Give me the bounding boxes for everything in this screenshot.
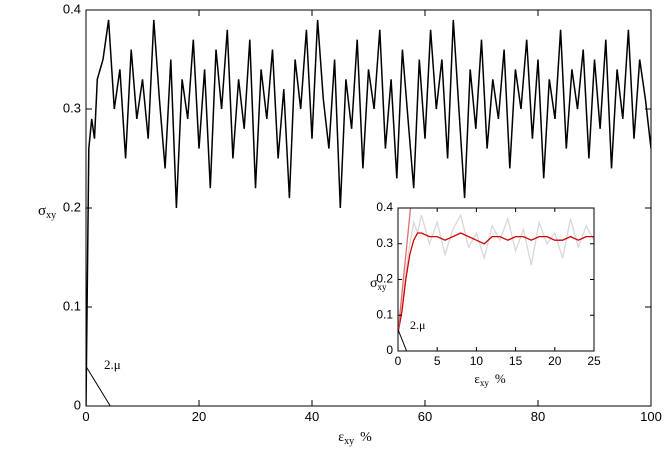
x-label-symbol: ε bbox=[474, 371, 480, 386]
x-tick-label: 80 bbox=[531, 409, 545, 424]
y-axis-label: σxy bbox=[370, 276, 387, 292]
data-line bbox=[398, 208, 412, 334]
data-line bbox=[398, 232, 594, 334]
x-tick-label: 5 bbox=[434, 354, 441, 368]
x-label-subscript: xy bbox=[480, 378, 490, 388]
y-tick-label: 0.3 bbox=[63, 100, 81, 115]
data-line bbox=[86, 19, 651, 406]
x-tick-label: 25 bbox=[587, 354, 601, 368]
x-tick-label: 40 bbox=[305, 409, 319, 424]
y-tick-label: 0.4 bbox=[63, 1, 81, 16]
y-tick-label: 0 bbox=[386, 343, 393, 357]
y-tick-label: 0.1 bbox=[63, 298, 81, 313]
x-tick-label: 15 bbox=[509, 354, 523, 368]
x-tick-label: 0 bbox=[395, 354, 402, 368]
annotation-text: 2.μ bbox=[104, 357, 121, 372]
y-tick-label: 0.2 bbox=[63, 199, 81, 214]
x-label-subscript: xy bbox=[344, 436, 354, 447]
y-tick-label: 0.4 bbox=[376, 200, 393, 214]
x-tick-label: 60 bbox=[418, 409, 432, 424]
y-tick-label: 0.3 bbox=[376, 236, 393, 250]
y-axis-label: σxy bbox=[38, 203, 56, 221]
y-tick-label: 0 bbox=[74, 397, 81, 412]
x-tick-label: 0 bbox=[82, 409, 89, 424]
x-axis-label: εxy% bbox=[474, 371, 505, 388]
data-line bbox=[398, 213, 594, 334]
y-tick-label: 0.2 bbox=[376, 272, 393, 286]
x-tick-label: 20 bbox=[192, 409, 206, 424]
y-label-subscript: xy bbox=[46, 210, 56, 221]
annotation-line bbox=[85, 366, 111, 407]
y-label-symbol: σ bbox=[370, 276, 378, 291]
x-label-unit: % bbox=[360, 430, 372, 445]
y-label-subscript: xy bbox=[378, 282, 388, 292]
x-tick-label: 10 bbox=[470, 354, 484, 368]
inset-background bbox=[398, 208, 594, 351]
annotation-text: 2.μ bbox=[410, 318, 425, 332]
x-tick-label: 100 bbox=[640, 409, 662, 424]
x-label-unit: % bbox=[495, 371, 506, 386]
y-label-symbol: σ bbox=[38, 203, 46, 219]
y-tick-label: 0.1 bbox=[376, 307, 393, 321]
x-label-symbol: ε bbox=[338, 430, 344, 445]
x-axis-label: εxy% bbox=[338, 430, 372, 447]
annotation-line bbox=[397, 329, 408, 352]
x-tick-label: 20 bbox=[548, 354, 562, 368]
